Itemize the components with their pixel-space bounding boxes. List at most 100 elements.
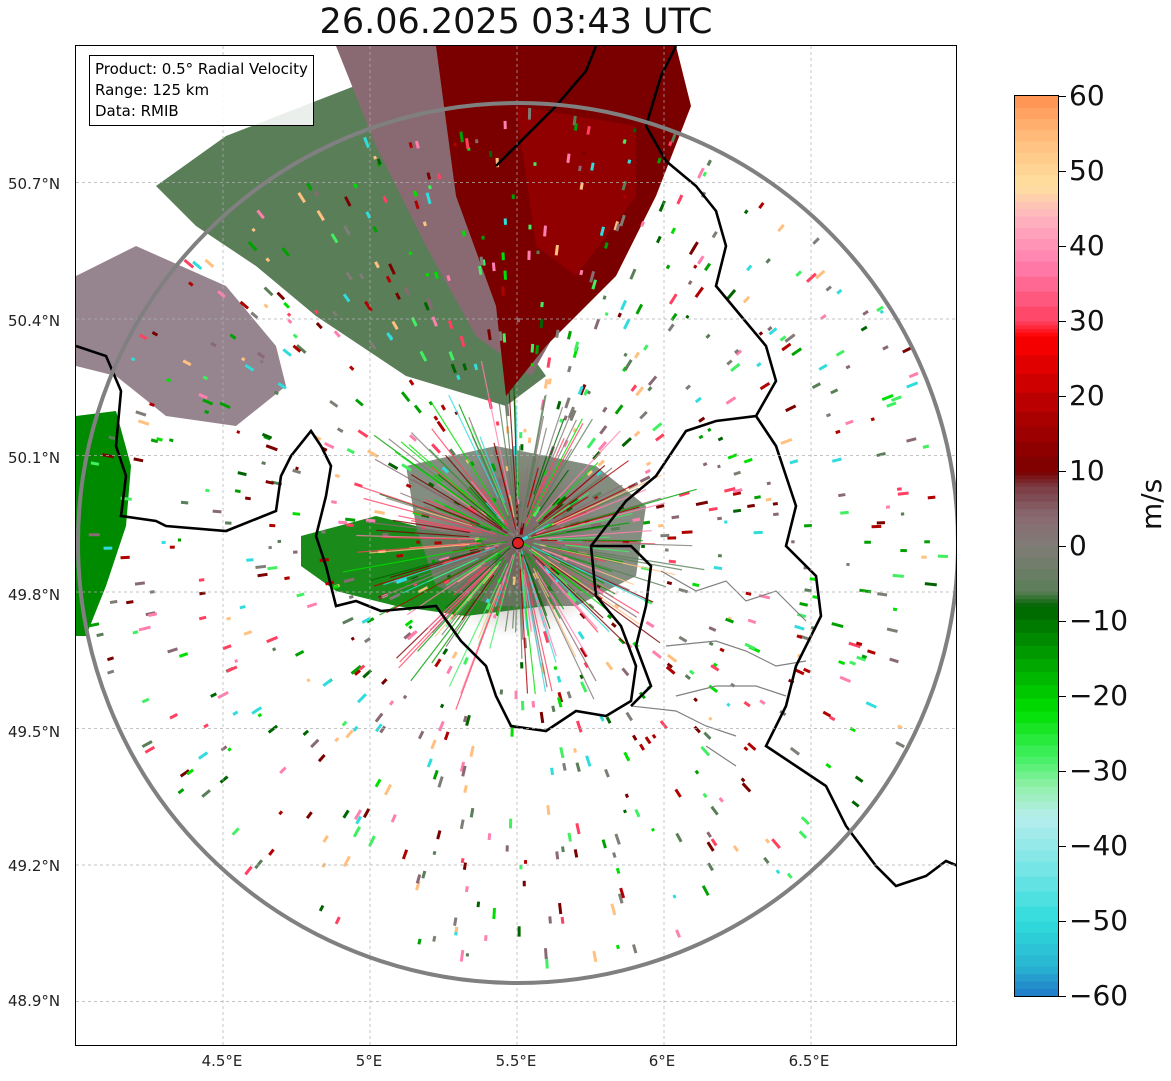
velocity-pixel	[886, 401, 897, 408]
velocity-pixel	[495, 421, 500, 426]
velocity-pixel	[668, 293, 678, 305]
radial-streak	[531, 546, 646, 601]
radial-streak	[531, 546, 605, 584]
velocity-pixel	[658, 523, 664, 528]
velocity-pixel	[786, 872, 793, 879]
velocity-pixel	[862, 310, 869, 316]
velocity-pixel	[366, 617, 375, 624]
velocity-pixel	[474, 139, 479, 144]
velocity-pixel	[527, 250, 531, 260]
velocity-pixel	[446, 275, 451, 282]
velocity-pixel	[410, 316, 418, 327]
velocity-pixel	[575, 762, 581, 773]
velocity-pixel	[426, 297, 434, 310]
radial-streak	[466, 488, 509, 531]
colorbar-tick-label: 0	[1069, 529, 1087, 562]
velocity-pixel	[559, 747, 565, 759]
velocity-pixel	[629, 268, 637, 280]
radial-streak	[342, 546, 479, 573]
velocity-pixel	[374, 778, 382, 788]
colorbar-tick-label: −20	[1069, 679, 1129, 712]
velocity-pixel	[831, 457, 842, 463]
velocity-pixel	[239, 300, 250, 310]
velocity-pixel	[251, 227, 256, 233]
velocity-pixel	[267, 724, 279, 734]
velocity-pixel	[322, 678, 333, 687]
colorbar-segment	[1015, 568, 1058, 581]
velocity-pixel	[579, 612, 586, 620]
velocity-pixel	[685, 314, 690, 319]
colorbar-segment	[1015, 261, 1058, 277]
velocity-pixel	[645, 620, 655, 629]
radial-streak	[526, 418, 565, 518]
velocity-pixel	[251, 706, 263, 715]
radial-streak	[477, 584, 502, 639]
radial-streak	[547, 536, 610, 540]
velocity-pixel	[840, 510, 849, 515]
velocity-pixel	[205, 488, 210, 493]
radial-streak	[526, 423, 584, 525]
velocity-pixel	[508, 818, 513, 829]
velocity-pixel	[462, 862, 467, 871]
velocity-pixel	[539, 318, 544, 329]
velocity-pixel	[292, 333, 299, 339]
velocity-pixel	[740, 777, 746, 783]
radial-streak	[532, 476, 603, 531]
lon-label-5: 5°E	[355, 1052, 383, 1070]
colorbar-segment	[1015, 163, 1058, 176]
velocity-pixel	[639, 475, 651, 483]
radial-streak	[545, 545, 624, 563]
velocity-pixel	[369, 341, 377, 350]
velocity-pixel	[825, 285, 832, 292]
velocity-pixel	[644, 468, 651, 475]
velocity-pixel	[501, 286, 505, 296]
velocity-pixel	[668, 559, 677, 564]
velocity-pixel	[403, 631, 412, 640]
velocity-pixel	[621, 437, 632, 448]
velocity-pixel	[446, 665, 453, 675]
velocity-pixel	[382, 195, 388, 204]
velocity-pixel	[582, 150, 586, 155]
velocity-pixel	[519, 522, 525, 535]
velocity-pixel	[386, 332, 394, 341]
velocity-pixel	[423, 301, 430, 311]
velocity-pixel	[265, 257, 271, 263]
colorbar-segment	[1015, 456, 1058, 472]
colorbar-segment	[1015, 602, 1058, 607]
colorbar-segment	[1015, 373, 1058, 393]
velocity-pixel	[294, 649, 305, 657]
velocity-pixel	[747, 742, 757, 751]
velocity-pixel	[385, 275, 392, 283]
velocity-pixel	[268, 546, 272, 550]
colorbar-segment	[1015, 411, 1058, 427]
data-source-label: Data: RMIB	[95, 102, 179, 120]
velocity-pixel	[231, 827, 240, 836]
velocity-pixel	[559, 418, 564, 423]
radial-streak	[399, 569, 491, 663]
radial-streak	[470, 480, 505, 522]
velocity-pixel	[374, 509, 385, 515]
velocity-pixel	[408, 379, 415, 386]
colorbar-segment	[1015, 645, 1058, 660]
velocity-pixel	[835, 429, 841, 435]
velocity-pixel	[700, 745, 711, 757]
velocity-pixel	[414, 200, 420, 210]
velocity-pixel	[391, 320, 399, 331]
velocity-pixel	[835, 349, 845, 357]
radial-streak	[524, 476, 546, 525]
radial-streak	[522, 574, 532, 632]
velocity-pixel	[758, 331, 764, 336]
radial-streak	[551, 474, 662, 526]
velocity-pixel	[358, 664, 366, 671]
velocity-pixel	[667, 323, 675, 332]
velocity-pixel	[186, 768, 195, 776]
radial-streak	[536, 571, 588, 656]
velocity-pixel	[180, 500, 189, 505]
velocity-pixel	[812, 595, 818, 599]
velocity-pixel	[437, 776, 444, 788]
velocity-pixel	[617, 893, 624, 904]
velocity-pixel	[567, 365, 572, 373]
radial-streak	[463, 560, 502, 605]
velocity-pixel	[364, 300, 373, 312]
colorbar-segment	[1015, 801, 1058, 810]
